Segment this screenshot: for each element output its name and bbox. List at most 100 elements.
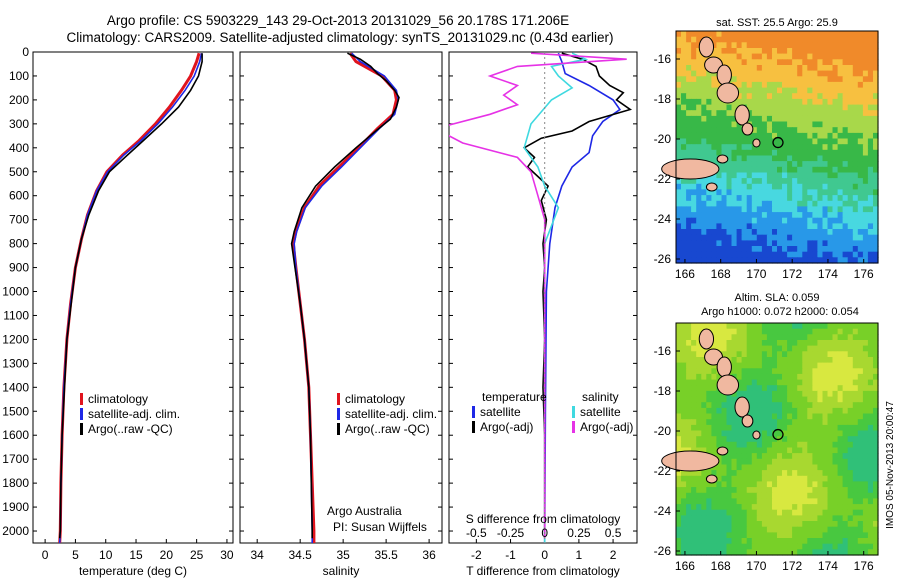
heatmap-cell <box>756 76 763 83</box>
heatmap-cell <box>701 385 707 392</box>
heatmap-cell <box>787 538 793 545</box>
heatmap-cell <box>756 379 763 386</box>
heatmap-cell <box>706 76 712 83</box>
heatmap-cell <box>691 234 697 241</box>
heatmap-cell <box>842 481 849 488</box>
heatmap-cell <box>772 234 778 241</box>
heatmap-cell <box>873 246 879 253</box>
heatmap-cell <box>726 195 733 202</box>
heatmap-cell <box>766 453 773 460</box>
heatmap-cell <box>756 229 763 236</box>
heatmap-cell <box>711 334 717 341</box>
heatmap-cell <box>852 441 859 449</box>
heatmap-cell <box>792 87 798 94</box>
heatmap-cell <box>686 234 692 241</box>
heatmap-cell <box>731 110 738 117</box>
heatmap-cell <box>852 93 859 100</box>
heatmap-cell <box>857 441 864 449</box>
heatmap-cell <box>817 323 823 330</box>
heatmap-cell <box>797 155 803 162</box>
heatmap-cell <box>751 87 758 94</box>
heatmap-cell <box>711 115 717 123</box>
heatmap-cell <box>782 447 788 454</box>
heatmap-cell <box>782 87 788 94</box>
heatmap-cell <box>812 104 818 111</box>
heatmap-cell <box>686 93 692 100</box>
heatmap-cell <box>751 543 758 550</box>
heatmap-cell <box>847 538 854 545</box>
heatmap-cell <box>782 492 788 500</box>
heatmap-cell <box>721 144 728 151</box>
island-shape <box>734 104 750 126</box>
heatmap-cell <box>822 424 829 432</box>
heatmap-cell <box>721 36 728 43</box>
heatmap-cell <box>706 234 712 241</box>
heatmap-cell <box>867 121 874 128</box>
heatmap-cell <box>842 526 849 533</box>
heatmap-cell <box>827 470 834 477</box>
heatmap-cell <box>761 470 768 477</box>
heatmap-cell <box>782 172 788 179</box>
heatmap-cell <box>686 334 692 341</box>
heatmap-cell <box>741 93 748 100</box>
heatmap-cell <box>782 104 788 111</box>
heatmap-cell <box>867 200 874 208</box>
heatmap-cell <box>766 373 773 381</box>
heatmap-cell <box>822 172 829 179</box>
heatmap-cell <box>751 93 758 100</box>
heatmap-cell <box>746 144 753 151</box>
heatmap-cell <box>792 334 798 341</box>
heatmap-cell <box>741 436 748 443</box>
heatmap-cell <box>782 206 788 213</box>
heatmap-cell <box>716 340 722 347</box>
heatmap-cell <box>837 481 844 488</box>
heatmap-cell <box>817 144 823 151</box>
heatmap-cell <box>772 379 778 386</box>
heatmap-cell <box>716 334 722 341</box>
heatmap-cell <box>676 385 682 392</box>
heatmap-cell <box>873 257 879 264</box>
heatmap-cell <box>772 87 778 94</box>
x-tick-label: 2 <box>610 548 617 562</box>
heatmap-cell <box>792 98 798 106</box>
heatmap-cell <box>797 379 803 386</box>
heatmap-cell <box>711 206 717 213</box>
heatmap-cell <box>822 132 829 140</box>
heatmap-cell <box>751 223 758 230</box>
x-tick-label: 35.5 <box>374 548 398 562</box>
heatmap-cell <box>837 189 844 196</box>
heatmap-cell <box>681 36 687 43</box>
heatmap-cell <box>706 413 712 420</box>
heatmap-cell <box>761 200 768 208</box>
heatmap-cell <box>721 206 728 213</box>
heatmap-cell <box>842 149 849 157</box>
heatmap-cell <box>736 155 743 162</box>
heatmap-cell <box>772 81 778 89</box>
heatmap-cell <box>716 402 722 409</box>
heatmap-cell <box>696 93 702 100</box>
heatmap-cell <box>731 155 738 162</box>
heatmap-cell <box>782 532 788 539</box>
heatmap-cell <box>807 127 813 134</box>
heatmap-cell <box>832 172 839 179</box>
heatmap-cell <box>761 121 768 128</box>
heatmap-cell <box>676 419 682 426</box>
heatmap-cell <box>766 340 773 347</box>
heatmap-cell <box>857 246 864 253</box>
heatmap-cell <box>842 340 849 347</box>
heatmap-cell <box>827 93 834 100</box>
heatmap-cell <box>736 42 743 49</box>
heatmap-cell <box>706 195 712 202</box>
heatmap-cell <box>817 251 823 258</box>
heatmap-cell <box>827 183 834 191</box>
heatmap-cell <box>873 464 879 471</box>
heatmap-cell <box>686 257 692 264</box>
heatmap-cell <box>721 464 728 471</box>
heatmap-cell <box>696 481 702 488</box>
heatmap-cell <box>822 65 829 72</box>
heatmap-cell <box>832 430 839 437</box>
heatmap-cell <box>797 492 803 500</box>
heatmap-cell <box>741 81 748 89</box>
heatmap-cell <box>807 195 813 202</box>
heatmap-cell <box>837 31 844 38</box>
